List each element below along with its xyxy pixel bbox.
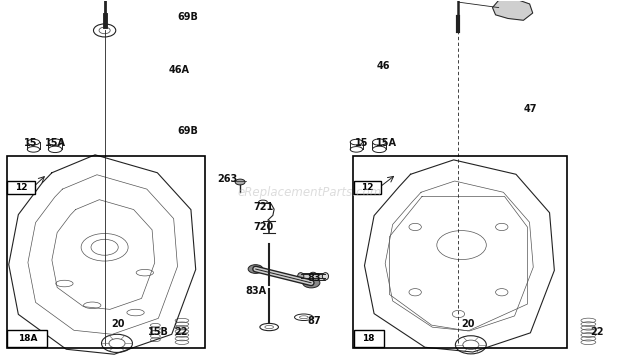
Ellipse shape	[322, 273, 329, 280]
Text: 12: 12	[15, 183, 27, 192]
FancyBboxPatch shape	[7, 181, 35, 194]
Bar	[301, 273, 326, 280]
Text: 15: 15	[24, 138, 37, 148]
Text: 20: 20	[111, 319, 124, 329]
FancyBboxPatch shape	[7, 329, 47, 347]
Text: 20: 20	[461, 319, 475, 329]
Text: 15A: 15A	[376, 138, 397, 148]
Text: 18A: 18A	[17, 334, 37, 343]
Text: 263: 263	[217, 174, 237, 184]
Bar	[353, 156, 567, 348]
Circle shape	[303, 278, 320, 288]
Text: 15: 15	[355, 138, 368, 148]
Text: 46A: 46A	[169, 65, 190, 75]
Text: 15A: 15A	[45, 138, 66, 148]
Text: eReplacementParts.com: eReplacementParts.com	[238, 186, 382, 199]
Text: 83A: 83A	[246, 286, 267, 296]
Bar	[7, 156, 205, 348]
Text: 69B: 69B	[177, 126, 198, 136]
Text: 69B: 69B	[177, 12, 198, 22]
Text: 720: 720	[253, 222, 273, 232]
FancyBboxPatch shape	[354, 329, 384, 347]
Text: 22: 22	[174, 328, 187, 337]
Text: 46: 46	[377, 61, 391, 71]
Polygon shape	[492, 0, 533, 20]
Text: 22: 22	[590, 328, 604, 337]
Text: 15B: 15B	[148, 328, 169, 337]
FancyBboxPatch shape	[354, 181, 381, 194]
Text: 18: 18	[363, 334, 375, 343]
Text: 87: 87	[307, 316, 321, 325]
Text: 47: 47	[523, 104, 537, 114]
Circle shape	[248, 265, 263, 273]
Text: 721: 721	[253, 202, 273, 212]
Text: 83: 83	[307, 273, 321, 283]
Text: 12: 12	[361, 183, 374, 192]
Ellipse shape	[298, 273, 304, 280]
Circle shape	[235, 179, 245, 185]
